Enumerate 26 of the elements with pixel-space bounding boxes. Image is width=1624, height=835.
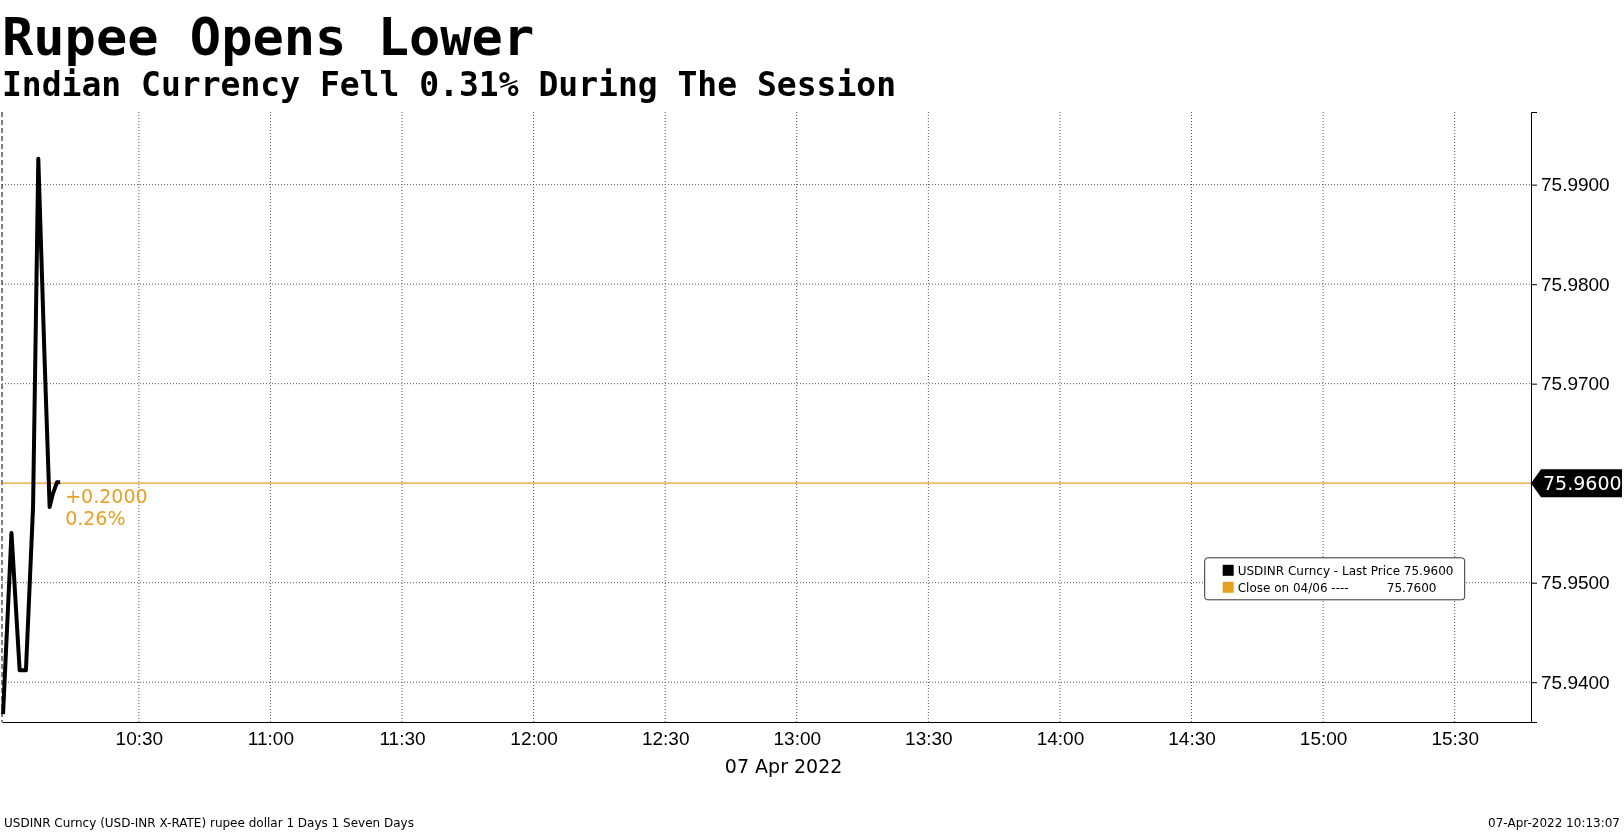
x-tick-label: 14:30: [1168, 728, 1216, 750]
x-tick-label: 14:00: [1036, 728, 1085, 750]
text: USDINR Curncy (USD-INR X-RATE) rupee dollar 1 Days 1 Seven Days: [4, 816, 414, 830]
y-tick-label: 75.9500: [1541, 572, 1610, 594]
x-tick-label: 15:00: [1299, 728, 1348, 750]
chart-title: Rupee Opens Lower: [2, 7, 535, 67]
y-tick-label: 75.9400: [1541, 671, 1610, 693]
text: 07-Apr-2022 10:13:07: [1488, 816, 1620, 830]
ref-line-label: 75.9600: [1543, 472, 1622, 495]
x-tick-label: 15:30: [1431, 728, 1479, 750]
x-axis-title: 07 Apr 2022: [724, 755, 843, 777]
y-tick-label: 75.9900: [1541, 174, 1610, 196]
annotation: +0.2000: [65, 485, 148, 508]
x-tick-label: 10:30: [115, 728, 164, 750]
x-tick-label: 13:30: [905, 728, 953, 750]
chart-subtitle: Indian Currency Fell 0.31% During The Session: [2, 65, 897, 104]
x-tick-label: 12:30: [641, 728, 690, 750]
x-tick-label: 12:00: [510, 728, 558, 750]
x-tick-label: 13:00: [773, 728, 822, 750]
legend-label: USDINR Curncy - Last Price 75.9600: [1237, 563, 1454, 578]
legend-label: Close on 04/06 ---- 75.7600: [1237, 580, 1437, 595]
x-tick-label: 11:30: [379, 728, 426, 750]
x-tick-label: 11:00: [247, 728, 294, 750]
y-tick-label: 75.9700: [1541, 373, 1610, 395]
y-tick-label: 75.9800: [1541, 273, 1610, 295]
annotation: 0.26%: [65, 507, 126, 530]
